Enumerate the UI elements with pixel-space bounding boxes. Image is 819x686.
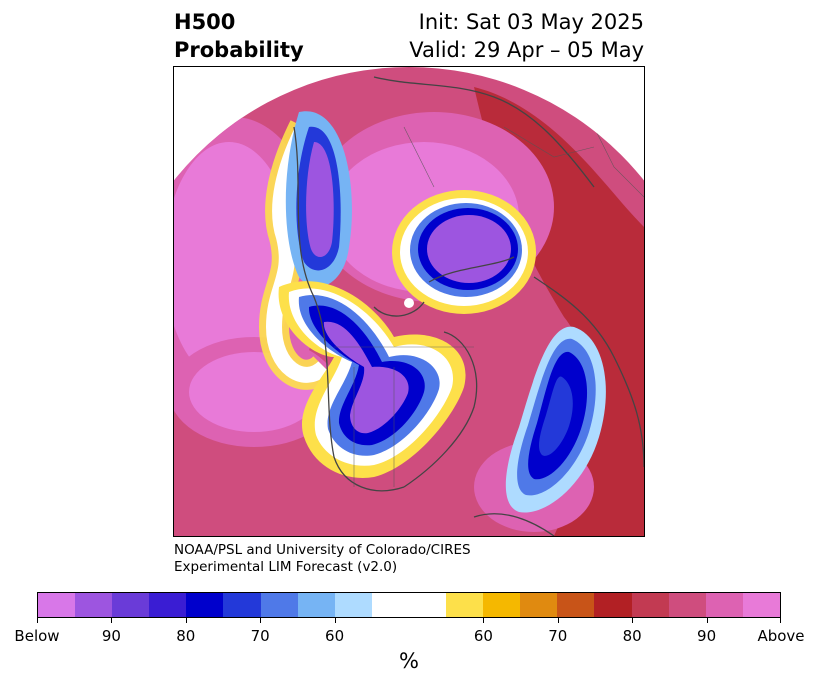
map-title: H500 Probability [174, 8, 304, 64]
colorbar-segment-12 [483, 593, 521, 617]
colorbar-tick-mark [334, 618, 336, 623]
colorbar-tick-label: Above [757, 627, 805, 645]
colorbar-segment-16 [631, 593, 669, 617]
colorbar-segment-1 [75, 593, 113, 617]
colorbar-segment-2 [112, 593, 150, 617]
colorbar-segment-6 [260, 593, 298, 617]
colorbar-tick-label: 60 [325, 627, 345, 645]
colorbar-segment-13 [520, 593, 558, 617]
probability-map [173, 66, 645, 537]
borders [334, 86, 644, 487]
colorbar-segment-10 [408, 593, 447, 617]
colorbar-tick-mark [260, 618, 262, 623]
colorbar-tick-label: 70 [250, 627, 270, 645]
colorbar-tick-mark [780, 618, 781, 623]
below-normal-low-west [285, 111, 352, 287]
polar-projection-map [174, 67, 644, 536]
colorbar-tick-mark [37, 618, 38, 623]
credit-line1: NOAA/PSL and University of Colorado/CIRE… [174, 542, 471, 558]
colorbar-tick-mark [111, 618, 113, 623]
colorbar-segment-19 [742, 593, 780, 617]
colorbar-segment-7 [297, 593, 335, 617]
colorbar-tick-mark [557, 618, 559, 623]
colorbar-segment-5 [223, 593, 261, 617]
colorbar-tick-label: 70 [548, 627, 568, 645]
colorbar-segment-15 [594, 593, 632, 617]
credit-line2: Experimental LIM Forecast (v2.0) [174, 559, 398, 575]
colorbar-segment-9 [371, 593, 409, 617]
below-normal-low-atlantic [505, 326, 606, 513]
white-spot [404, 298, 414, 308]
init-date: Init: Sat 03 May 2025 [418, 10, 644, 34]
colorbar-segment-14 [557, 593, 595, 617]
colorbar-segment-8 [334, 593, 372, 617]
colorbar-tick-label: Below [14, 627, 60, 645]
credit-text: NOAA/PSL and University of Colorado/CIRE… [174, 542, 471, 576]
colorbar-segment-11 [446, 593, 484, 617]
colorbar-segment-0 [38, 593, 76, 617]
colorbar-tick-mark [706, 618, 708, 623]
colorbar-tick-label: 80 [622, 627, 642, 645]
colorbar-segment-3 [149, 593, 187, 617]
title-line1: H500 [174, 10, 236, 34]
colorbar-tick-mark [483, 618, 485, 623]
probability-colorbar [37, 592, 781, 618]
colorbar-tick-label: 60 [473, 627, 493, 645]
colorbar-tick-label: 90 [101, 627, 121, 645]
colorbar-tick-mark [185, 618, 187, 623]
colorbar-tick-label: 80 [176, 627, 196, 645]
coastlines [293, 76, 644, 536]
valid-period: Valid: 29 Apr – 05 May [409, 38, 644, 62]
colorbar-tick-mark [632, 618, 634, 623]
colorbar-segment-4 [186, 593, 224, 617]
colorbar-segment-17 [668, 593, 706, 617]
title-line2: Probability [174, 38, 304, 62]
colorbar-tick-label: 90 [697, 627, 717, 645]
below-normal-low-greenland [392, 190, 536, 314]
colorbar-units: % [399, 649, 419, 673]
low-canada-rim [258, 120, 335, 390]
colorbar-segment-18 [705, 593, 743, 617]
forecast-dates: Init: Sat 03 May 2025 Valid: 29 Apr – 05… [409, 8, 644, 64]
